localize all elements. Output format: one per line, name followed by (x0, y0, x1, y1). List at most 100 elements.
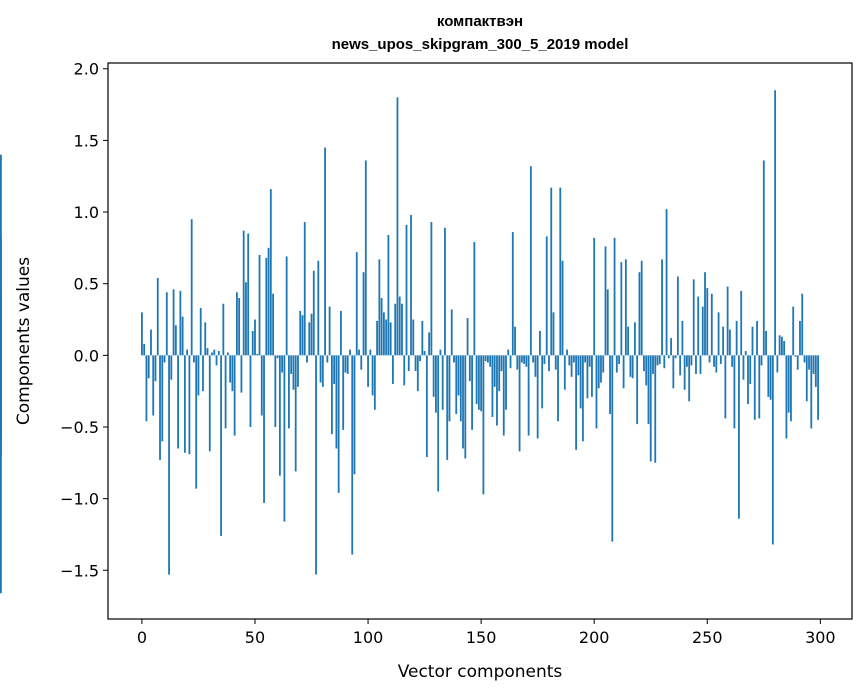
bar (321, 355, 324, 387)
bar (751, 326, 754, 356)
plot-frame (107, 62, 853, 620)
bar (297, 355, 299, 387)
bar (193, 355, 195, 363)
bar (441, 355, 444, 410)
y-tick-label: 2.0 (74, 60, 99, 79)
bar (220, 355, 222, 536)
bar (376, 320, 379, 356)
bar (448, 355, 451, 422)
bar (204, 322, 207, 356)
bar (527, 355, 530, 436)
bar (704, 272, 706, 356)
bar (627, 326, 630, 356)
bar (624, 259, 627, 356)
bar (274, 355, 277, 427)
x-tick-label: 150 (466, 628, 497, 647)
bar (378, 259, 381, 356)
bar (421, 320, 424, 356)
bar (444, 227, 446, 356)
bar (812, 355, 815, 374)
bar (652, 355, 654, 374)
bar (482, 355, 485, 495)
bar (615, 355, 618, 373)
x-axis-label: Vector components (398, 662, 563, 682)
bar (188, 355, 191, 455)
bar (202, 355, 204, 392)
bar (803, 355, 806, 363)
bar (222, 303, 225, 356)
y-tick-label: 1.0 (74, 203, 99, 222)
bar (817, 355, 819, 420)
bar (396, 97, 399, 356)
bar (360, 355, 363, 370)
bar (236, 292, 238, 356)
bar (432, 355, 435, 397)
bar (462, 355, 464, 449)
bar (143, 343, 146, 356)
bar (310, 313, 313, 356)
bar (498, 355, 501, 392)
bar (473, 242, 476, 356)
bar (278, 355, 281, 476)
bar (224, 355, 227, 429)
bar (398, 296, 401, 356)
bar (435, 355, 437, 413)
bar (728, 329, 731, 356)
bar (186, 349, 189, 356)
bar (195, 355, 198, 489)
bar (511, 232, 514, 356)
bar (276, 355, 279, 359)
x-tick-label: 0 (137, 628, 147, 647)
bar (710, 293, 713, 356)
bar (240, 355, 243, 393)
bar (656, 355, 659, 366)
bar (208, 355, 211, 452)
bar (663, 355, 666, 369)
bar (141, 312, 143, 356)
bar (380, 298, 383, 356)
bar (500, 355, 503, 372)
bar (256, 353, 259, 356)
bar (738, 355, 740, 519)
bar (477, 355, 480, 410)
bar (407, 355, 410, 372)
bar (690, 355, 693, 366)
bar (215, 355, 218, 366)
bar (471, 355, 473, 430)
bar (165, 292, 168, 356)
bar (518, 355, 521, 452)
bar (159, 355, 161, 460)
bar (688, 355, 691, 402)
bar (805, 355, 808, 402)
bar (333, 355, 336, 384)
bar (667, 355, 670, 359)
bar (699, 355, 702, 374)
bar (801, 293, 804, 356)
bar (410, 214, 412, 356)
bar (412, 319, 415, 356)
bar (0, 355, 2, 374)
bar (634, 322, 636, 356)
bar (539, 330, 541, 356)
bar (353, 355, 356, 475)
bar (292, 355, 295, 390)
bar (394, 303, 397, 356)
bar (767, 355, 770, 397)
bar (213, 349, 216, 356)
bar (301, 315, 304, 356)
bar (423, 351, 426, 356)
bar (464, 355, 467, 459)
bar (810, 355, 813, 429)
bar (437, 355, 440, 492)
bar (520, 355, 523, 363)
bar (326, 355, 329, 363)
bar (692, 279, 695, 356)
bar (584, 355, 587, 363)
x-tick-label: 250 (692, 628, 723, 647)
bar (593, 237, 596, 356)
bar (233, 355, 236, 436)
bar (509, 355, 512, 369)
bar (674, 355, 677, 359)
bar (756, 320, 758, 356)
bar (491, 355, 494, 417)
